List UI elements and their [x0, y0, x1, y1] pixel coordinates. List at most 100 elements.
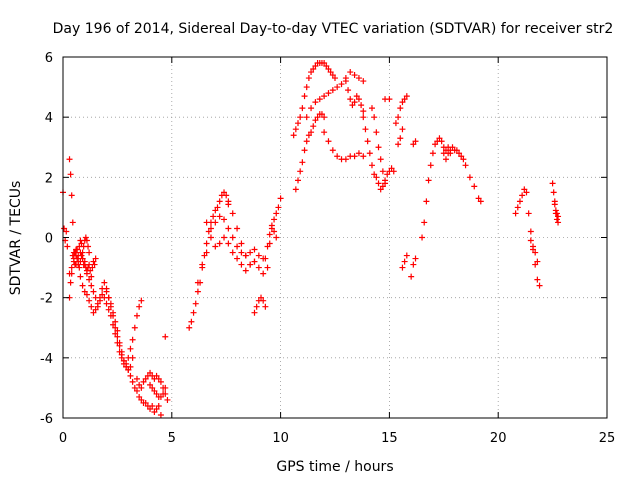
data-point — [401, 258, 408, 265]
data-point — [114, 333, 121, 340]
data-point — [125, 366, 132, 373]
data-point — [512, 210, 519, 217]
data-point — [536, 282, 543, 289]
data-point — [153, 372, 160, 379]
data-point — [188, 318, 195, 325]
data-point — [299, 105, 306, 112]
series-track-p — [262, 222, 280, 262]
data-point — [358, 102, 365, 109]
data-point — [127, 372, 134, 379]
series-track-n — [251, 294, 269, 316]
data-point — [81, 288, 88, 295]
data-point — [334, 84, 341, 91]
data-point — [216, 240, 223, 247]
data-point — [273, 210, 280, 217]
data-point — [88, 282, 95, 289]
data-point — [516, 198, 523, 205]
data-point — [251, 309, 258, 316]
y-tick-label: 0 — [45, 232, 53, 247]
data-point — [325, 66, 332, 73]
data-point — [69, 219, 76, 226]
series-track-aa — [399, 252, 410, 271]
data-point — [310, 66, 317, 73]
data-point — [382, 180, 389, 187]
data-point — [301, 147, 308, 154]
data-point — [403, 93, 410, 100]
data-point — [110, 312, 117, 319]
data-point — [360, 78, 367, 85]
data-point — [212, 219, 219, 226]
data-point — [81, 261, 88, 268]
series-track-ac — [410, 138, 419, 148]
data-point — [229, 249, 236, 256]
data-point — [349, 102, 356, 109]
series-track-i — [162, 333, 169, 340]
data-point — [83, 291, 90, 298]
data-point — [360, 108, 367, 115]
data-point — [133, 375, 140, 382]
data-point — [355, 150, 362, 157]
data-point — [429, 150, 436, 157]
data-point — [314, 114, 321, 121]
data-point — [292, 126, 299, 133]
data-point — [110, 321, 117, 328]
x-tick-label: 20 — [490, 431, 507, 446]
data-point — [133, 312, 140, 319]
series-track-m — [225, 198, 258, 268]
data-point — [436, 135, 443, 142]
data-point — [216, 213, 223, 220]
data-point — [69, 252, 76, 259]
data-point — [338, 81, 345, 88]
data-point — [238, 249, 245, 256]
data-point — [514, 204, 521, 211]
data-point — [451, 147, 458, 154]
data-point — [460, 156, 467, 163]
data-point — [90, 288, 97, 295]
data-point — [258, 294, 265, 301]
data-point — [221, 216, 228, 223]
data-point — [129, 354, 136, 361]
y-tick-label: -6 — [40, 412, 53, 427]
data-point — [519, 192, 526, 199]
series-track-af — [442, 147, 467, 163]
data-point — [379, 183, 386, 190]
data-point — [427, 162, 434, 169]
data-point — [325, 90, 332, 97]
data-point — [147, 381, 154, 388]
data-point — [157, 411, 164, 418]
data-point — [456, 150, 463, 157]
data-point — [271, 228, 278, 235]
data-point — [129, 378, 136, 385]
data-point — [63, 228, 70, 235]
series-track-ab — [408, 255, 419, 280]
data-point — [373, 174, 380, 181]
data-point — [247, 261, 254, 268]
data-point — [86, 249, 93, 256]
data-point — [342, 156, 349, 163]
data-point — [129, 336, 136, 343]
data-point — [88, 303, 95, 310]
data-point — [234, 255, 241, 262]
x-tick-label: 25 — [599, 431, 616, 446]
data-point — [255, 252, 262, 259]
data-point — [186, 324, 193, 331]
data-point — [201, 252, 208, 259]
data-point — [251, 246, 258, 253]
data-point — [412, 255, 419, 262]
data-point — [377, 186, 384, 193]
data-point — [96, 294, 103, 301]
series-track-y — [392, 93, 410, 127]
data-point — [225, 240, 232, 247]
data-point — [92, 306, 99, 313]
data-point — [73, 261, 80, 268]
data-point — [77, 273, 84, 280]
data-point — [116, 342, 123, 349]
data-point — [329, 147, 336, 154]
data-point — [103, 288, 110, 295]
data-point — [329, 72, 336, 79]
data-point — [299, 159, 306, 166]
data-point — [390, 168, 397, 175]
data-point — [273, 234, 280, 241]
data-point — [375, 180, 382, 187]
